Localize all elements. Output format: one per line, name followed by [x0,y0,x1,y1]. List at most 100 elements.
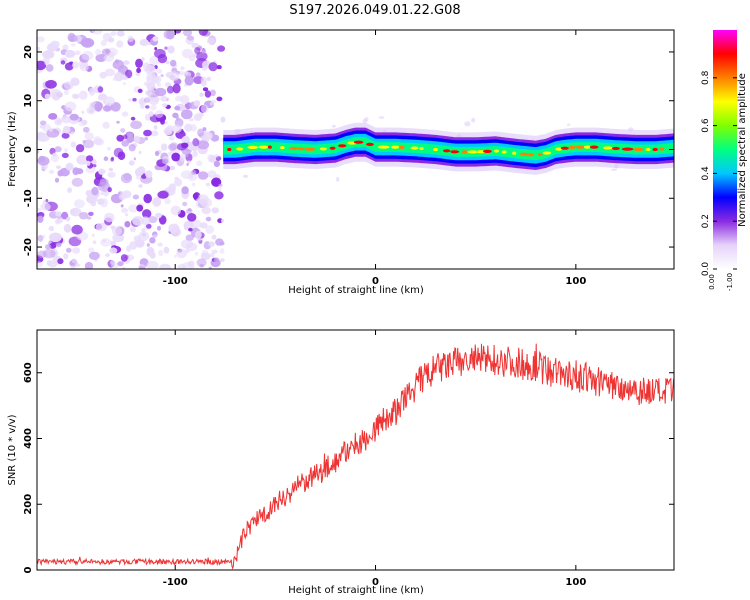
noise-blob [197,128,205,137]
signal-hotspot [575,145,586,149]
signal-hotspot [433,147,438,152]
noise-blob [100,191,104,196]
spectrogram-x-ticks: -100 0 100 [163,30,586,287]
noise-blob [120,128,126,133]
noise-blob [45,79,57,89]
x-tick-label: -100 [163,276,188,287]
noise-blob [78,120,86,127]
signal-hotspot [526,153,535,157]
noise-blob [157,190,169,199]
noise-blob [170,205,181,216]
noise-blob [144,90,152,96]
noise-blob [48,169,55,174]
noise-blob [567,123,571,126]
y-tick-label: 600 [23,362,34,383]
noise-blob [129,241,138,250]
noise-blob [205,182,210,187]
noise-blob [181,109,193,120]
noise-blob [120,204,124,208]
noise-blob [216,65,222,70]
noise-blob [88,211,94,216]
noise-blob [67,187,73,194]
noise-blob [117,261,124,267]
noise-blob [202,127,207,132]
noise-blob [102,121,110,129]
noise-blob [103,156,109,161]
noise-blob [185,153,189,158]
noise-blob [158,249,164,257]
noise-blob [201,207,212,215]
noise-blob [105,253,110,258]
signal-hotspot [236,147,244,151]
noise-blob [171,152,181,162]
noise-blob [167,151,172,156]
noise-blob [110,260,116,265]
noise-blob [138,150,142,155]
colorbar-tick-label: 0.4 [701,166,711,181]
signal-hotspot [443,149,451,153]
noise-blob [135,58,143,68]
noise-blob [65,216,70,222]
noise-blob [48,113,58,120]
x-tick-label: -100 [163,577,188,588]
noise-blob [152,36,159,42]
noise-blob [132,97,137,102]
noise-blob [193,76,204,84]
x-tick-label: 100 [565,276,586,287]
noise-blob [125,213,128,217]
noise-blob [221,218,225,223]
noise-blob [189,124,197,132]
noise-blob [164,46,168,50]
noise-blob [142,209,152,219]
noise-blob [88,87,96,96]
signal-hotspot [659,147,665,151]
noise-blob [54,218,60,225]
noise-blob [54,177,60,183]
noise-blob [100,40,107,47]
noise-blob [79,63,89,72]
noise-blob [201,48,206,54]
signal-hotspot [645,147,651,152]
noise-region [37,30,656,269]
noise-blob [197,171,209,180]
noise-blob [48,225,54,232]
y-tick-label: 200 [23,494,34,515]
noise-blob [94,102,103,112]
noise-blob [144,64,156,75]
noise-blob [216,96,223,102]
noise-blob [63,89,70,95]
noise-blob [141,57,145,62]
noise-blob [199,222,208,229]
noise-blob [210,89,216,97]
spectrogram-y-ticks: -20 -10 0 10 20 [23,45,674,256]
x-tick-label: 100 [565,577,586,588]
noise-blob [148,216,158,224]
noise-blob [86,194,97,204]
noise-blob [206,76,212,82]
noise-blob [183,71,192,78]
noise-blob [107,187,112,193]
noise-blob [199,264,204,268]
noise-blob [37,36,45,43]
noise-blob [136,204,144,212]
noise-blob [104,68,115,77]
noise-blob [97,95,105,101]
noise-blob [42,51,47,56]
noise-blob [219,258,225,262]
noise-blob [72,61,79,69]
noise-blob [54,146,62,153]
noise-blob [146,246,155,257]
noise-blob [64,101,77,112]
noise-blob [38,155,46,163]
noise-blob [200,112,204,117]
y-tick-label: 0 [23,566,34,573]
noise-blob [181,48,194,59]
noise-blob [193,100,201,107]
noise-blob [149,55,161,66]
noise-blob [200,104,209,113]
noise-blob [80,37,95,48]
noise-blob [141,216,150,225]
snr-x-label: Height of straight line (km) [288,585,424,596]
noise-blob [71,224,83,235]
